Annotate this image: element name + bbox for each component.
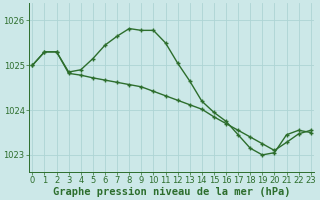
X-axis label: Graphe pression niveau de la mer (hPa): Graphe pression niveau de la mer (hPa): [53, 186, 290, 197]
